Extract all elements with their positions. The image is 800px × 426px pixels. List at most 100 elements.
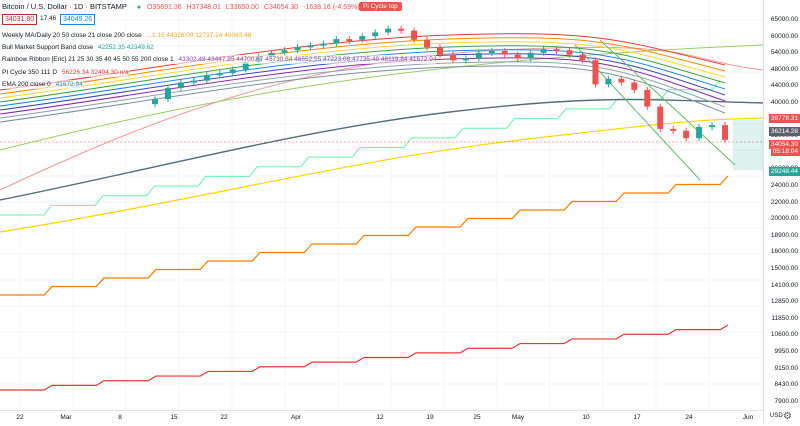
channel-line [599, 39, 736, 166]
indicator-ema200[interactable]: EMA 200 close 0 41672.94 [2, 80, 83, 89]
weekly-ma-line [0, 46, 763, 191]
price-tick-label: 12850.00 [770, 298, 798, 306]
time-tick-label: Jun [742, 414, 754, 421]
candle-body [164, 88, 171, 100]
candle-body [514, 54, 521, 59]
price-tick-label: 60000.00 [770, 32, 798, 40]
time-tick-label: 24 [685, 414, 693, 421]
ohlc-close: C34054.30 [263, 4, 299, 11]
price-tag: 36214.28 [768, 127, 800, 136]
candle-body [359, 36, 366, 40]
ohlc-change: -1638.16 (-4.59%) [303, 4, 360, 11]
price-axis[interactable]: 65000.00 60000.00 54000.00 48000.00 44000.00… [763, 0, 800, 425]
price-tick-label: 48000.00 [770, 65, 798, 73]
candle-body [307, 45, 314, 48]
candle-body [566, 50, 573, 55]
chart-header: Bitcoin / U.S. Dollar · 1D · BITSTAMP ● … [2, 2, 360, 13]
ask-price-box[interactable]: 34049.26 [60, 14, 96, 25]
time-tick-label: Apr [290, 414, 302, 421]
candle-body [424, 39, 431, 48]
price-tick-label: 15000.00 [770, 265, 798, 272]
pi-cycle-350-line [0, 175, 729, 296]
candle-body [203, 75, 210, 81]
indicator-bull-band[interactable]: Bull Market Support Band close 42252.35 … [2, 43, 154, 52]
candle-body [385, 28, 392, 33]
time-tick-label: Mar [60, 414, 72, 421]
price-tick-label: 44000.00 [770, 82, 798, 90]
candle-body [579, 54, 586, 61]
indicator-weekly-ma[interactable]: Weekly MA/Daily 20 50 close 21 close 200… [2, 31, 252, 40]
candle-body [346, 39, 353, 42]
candle-body [333, 39, 340, 44]
time-tick-label: 17 [633, 414, 641, 421]
indicator-label: Rainbow Ribbon [Eric] 21 25 30 35 40 45 … [2, 56, 174, 63]
indicator-label: Bull Market Support Band close [2, 44, 94, 51]
price-tick-label: 18900.00 [770, 231, 798, 239]
candle-body [540, 49, 547, 53]
candle-body [527, 52, 534, 59]
ohlc-high: H37348.01 [186, 4, 221, 11]
time-tick-label: 25 [473, 414, 481, 421]
symbol-title: Bitcoin / U.S. Dollar · 1D · BITSTAMP [2, 2, 127, 11]
price-tick-label: 40000.00 [770, 99, 798, 106]
price-tag: 05:18:04 [770, 147, 800, 156]
price-tick-label: 65000.00 [770, 16, 798, 23]
trend-line [0, 44, 763, 151]
price-tick-label: 8430.00 [774, 381, 799, 389]
candle-body [683, 130, 690, 139]
candle-body [553, 49, 560, 52]
time-tick-label: May [511, 414, 525, 421]
time-tick-label: 8 [118, 414, 122, 421]
indicator-values: 43302.48 43447.85 44700.67 45730.64 4655… [178, 56, 437, 63]
price-tag: 29248.44 [768, 167, 800, 176]
price-tick-label: 20000.00 [770, 215, 798, 223]
ohlc-low: L33650.00 [225, 4, 259, 11]
price-tick-label: 9150.00 [774, 364, 799, 372]
candle-body [411, 30, 418, 40]
indicator-values: 56226.34 32404.30 n/a [61, 69, 129, 76]
time-tick-label: 19 [426, 414, 434, 421]
candle-body [281, 50, 288, 53]
candle-body [501, 50, 508, 55]
indicator-values: ...1.15 44326.09 12737.24 40063.48 [146, 32, 252, 39]
price-tick-label: 7900.00 [774, 397, 799, 405]
pi-cycle-111-line [0, 324, 729, 391]
price-chart[interactable] [0, 0, 763, 410]
candle-body [152, 99, 158, 105]
indicator-values: 42252.35 42349.62 [97, 44, 154, 51]
candle-body [216, 73, 223, 76]
gear-icon[interactable]: ⚙ [783, 411, 792, 422]
price-tick-label: 24000.00 [770, 182, 798, 189]
candle-body [229, 69, 236, 74]
price-tick-label: 9950.00 [774, 348, 799, 355]
ohlc-open: O35691.36 [147, 4, 182, 11]
price-tick-label: 54000.00 [770, 49, 798, 57]
time-tick-label: 22 [220, 414, 228, 421]
candle-body [605, 78, 612, 85]
candle-body [190, 80, 197, 83]
candle-body [437, 47, 443, 55]
indicator-rainbow-ribbon[interactable]: Rainbow Ribbon [Eric] 21 25 30 35 40 45 … [2, 55, 437, 64]
price-tag: 34054.30 [768, 140, 800, 149]
bid-price-box[interactable]: 34031.80 [2, 14, 38, 25]
time-tick-label: 12 [376, 414, 384, 421]
indicator-label: Weekly MA/Daily 20 50 close 21 close 200… [2, 32, 142, 39]
candle-body [398, 28, 405, 31]
currency-label[interactable]: USD [770, 413, 783, 419]
candle-body [631, 82, 638, 90]
candle-body [696, 127, 703, 139]
price-tick-label: 22000.00 [770, 198, 798, 206]
candle-body [475, 52, 482, 59]
bull-band-line [0, 98, 763, 201]
indicator-label: EMA 200 close 0 [2, 81, 51, 88]
indicator-pi-cycle[interactable]: PI Cycle 350 111 D 56226.34 32404.30 n/a [2, 68, 129, 77]
time-tick-label: 10 [582, 414, 590, 421]
status-dot-icon: ● [136, 4, 142, 11]
candle-body [449, 54, 456, 61]
candle-body [709, 125, 716, 128]
time-axis[interactable]: 22 Mar 8 15 22 Apr 12 19 25 May 10 17 24 Jun [0, 410, 763, 426]
candle-body [722, 125, 728, 140]
rainbow-ribbon-line [0, 49, 726, 107]
candle-body [657, 106, 664, 129]
indicator-label: PI Cycle 350 111 D [2, 69, 58, 76]
